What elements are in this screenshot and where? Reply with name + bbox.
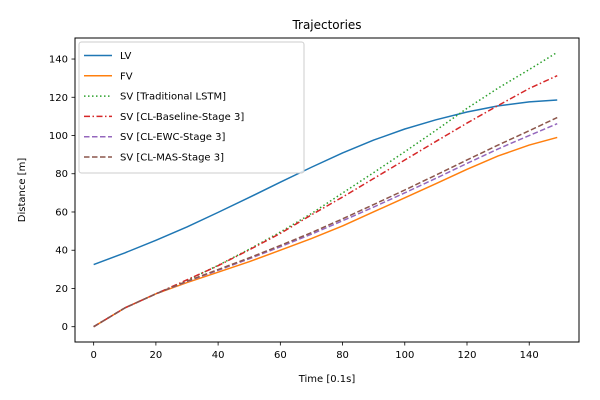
y-axis: 0 20 40 60 80 100 120 140: [49, 55, 75, 333]
legend-label: SV [Traditional LSTM]: [120, 92, 226, 103]
x-tick-label: 120: [457, 350, 476, 361]
y-tick-label: 120: [49, 93, 68, 104]
x-tick-label: 80: [336, 350, 349, 361]
legend-box: [78, 41, 305, 174]
plot-frame: [74, 37, 580, 343]
series-line-4: [93, 122, 558, 328]
legend-label: SV [CL-Baseline-Stage 3]: [120, 112, 244, 123]
y-tick-label: 100: [49, 131, 68, 142]
series-line-5: [93, 116, 558, 328]
series-line-1: [93, 136, 558, 328]
y-tick-label: 40: [55, 246, 68, 257]
legend-label: FV: [120, 71, 133, 82]
y-tick-label: 0: [62, 322, 68, 333]
x-tick-label: 140: [520, 350, 539, 361]
chart-title: Trajectories: [291, 18, 361, 32]
x-tick-label: 0: [90, 350, 96, 361]
series-line-2: [93, 51, 558, 328]
y-tick-label: 80: [55, 169, 68, 180]
legend-label: LV: [120, 51, 131, 62]
legend-label: SV [CL-EWC-Stage 3]: [120, 132, 225, 143]
y-tick-label: 60: [55, 207, 68, 218]
x-tick-label: 60: [274, 350, 287, 361]
legend: LV FV SV [Traditional LSTM] SV [CL-Baseline…: [78, 41, 305, 174]
y-tick-label: 20: [55, 284, 68, 295]
series-line-0: [93, 99, 558, 266]
y-tick-label: 140: [49, 55, 68, 66]
series-layer: [93, 51, 558, 328]
x-axis: 0 20 40 60 80 100 120 140: [90, 342, 539, 361]
legend-label: SV [CL-MAS-Stage 3]: [120, 153, 224, 164]
x-tick-label: 100: [395, 350, 414, 361]
x-tick-label: 20: [150, 350, 163, 361]
y-axis-title: Distance [m]: [17, 158, 28, 223]
x-axis-title: Time [0.1s]: [298, 374, 356, 385]
series-line-3: [93, 74, 558, 328]
x-tick-label: 40: [212, 350, 225, 361]
